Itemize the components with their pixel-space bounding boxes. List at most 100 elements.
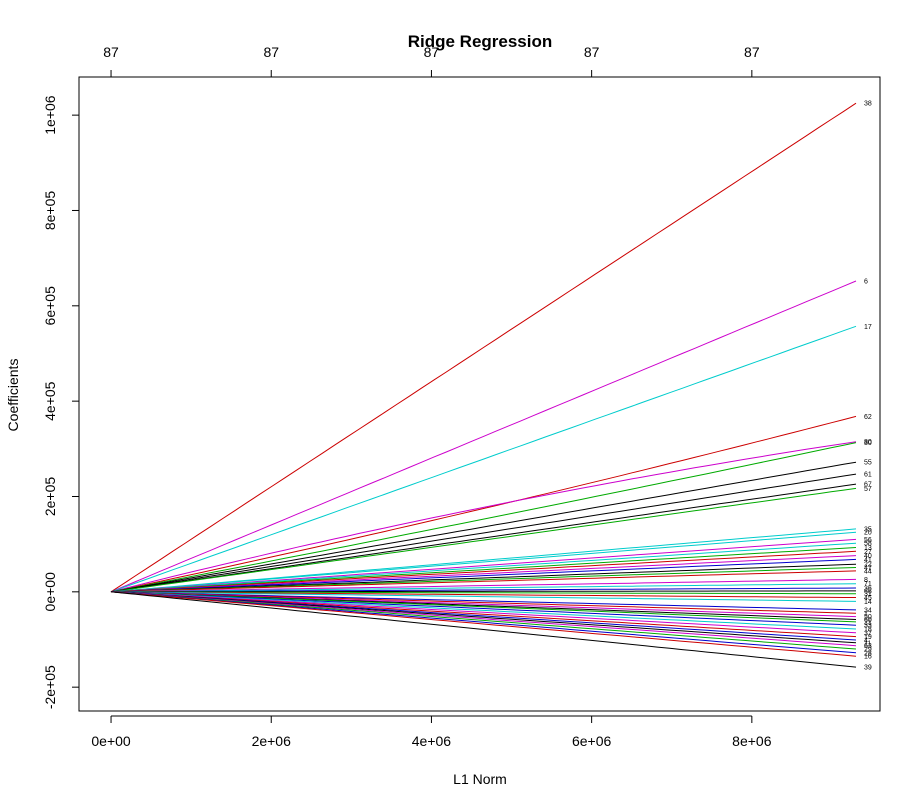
coefficient-label-33: 33: [864, 623, 872, 630]
coefficient-path-34: [110, 591, 857, 611]
coefficient-label-66: 66: [864, 588, 872, 595]
coefficient-path-44: [110, 570, 857, 593]
coefficient-label-37: 37: [864, 630, 872, 637]
coefficient-label-44: 44: [864, 568, 872, 575]
coefficient-path-21: [110, 591, 857, 623]
y-tick-label: -2e+05: [42, 665, 58, 709]
coefficient-label-17: 17: [864, 324, 872, 331]
coefficient-path-18: [110, 591, 857, 630]
coefficient-path-16: [110, 591, 857, 657]
coefficient-path-27: [110, 550, 857, 593]
coefficient-label-58: 58: [864, 541, 872, 548]
x-axis-title: L1 Norm: [453, 771, 507, 787]
top-tick-label: 87: [103, 44, 119, 60]
coefficient-path-35: [110, 528, 857, 593]
coefficient-path-63: [110, 591, 857, 647]
y-tick-label: 2e+05: [42, 477, 58, 517]
chart-title: Ridge Regression: [408, 32, 553, 51]
x-tick-label: 8e+06: [732, 733, 772, 749]
y-tick-label: 1e+06: [42, 95, 58, 135]
top-tick-label: 87: [424, 44, 440, 60]
top-tick-label: 87: [744, 44, 760, 60]
coefficient-path-37: [110, 591, 857, 634]
coefficient-label-56: 56: [864, 537, 872, 544]
coefficient-path-31: [110, 591, 856, 595]
coefficient-label-22: 22: [864, 562, 872, 569]
coefficient-label-11: 11: [864, 640, 871, 647]
coefficient-label-38: 38: [864, 101, 872, 108]
coefficient-label-80: 80: [864, 439, 872, 446]
coefficient-labels: 3861762803055616757352056581327404122474…: [864, 101, 872, 672]
coefficient-path-1: [110, 591, 857, 614]
coefficient-label-35: 35: [864, 526, 872, 533]
coefficient-label-55: 55: [864, 460, 872, 467]
coefficient-label-18: 18: [864, 627, 872, 634]
coefficient-path-39: [110, 591, 857, 668]
coefficient-label-21: 21: [864, 619, 872, 626]
coefficient-label-13: 13: [864, 545, 872, 552]
coefficient-label-8: 8: [864, 577, 868, 584]
coefficient-label-14: 14: [864, 599, 872, 606]
coefficient-label-50: 50: [864, 614, 872, 621]
coefficient-label-40: 40: [864, 553, 872, 560]
coefficient-path-61: [110, 473, 857, 593]
coefficient-path-71: [110, 583, 857, 593]
coefficient-label-27: 27: [864, 549, 872, 556]
coefficient-label-6: 6: [864, 279, 868, 286]
coefficient-label-45: 45: [864, 595, 872, 602]
coefficient-path-17: [110, 325, 857, 593]
x-tick-label: 0e+00: [91, 733, 131, 749]
x-tick-label: 2e+06: [252, 733, 292, 749]
coefficient-path-67: [110, 483, 857, 593]
coefficient-path-28: [110, 591, 857, 654]
y-tick-label: 4e+05: [42, 381, 58, 421]
coefficient-path-8: [110, 578, 857, 593]
coefficient-label-31: 31: [864, 591, 872, 598]
coefficient-label-62: 62: [864, 414, 872, 421]
coefficient-path-58: [110, 542, 857, 593]
coefficient-label-16: 16: [864, 654, 872, 661]
coefficient-path-40: [110, 555, 857, 593]
coefficient-label-63: 63: [864, 643, 872, 650]
coefficient-path-29: [110, 591, 857, 650]
coefficient-path-45: [110, 591, 856, 598]
coefficient-label-57: 57: [864, 486, 872, 493]
coefficient-label-34: 34: [864, 607, 872, 614]
coefficient-label-20: 20: [864, 530, 872, 537]
coefficient-label-60: 60: [864, 617, 872, 624]
coefficient-path-33: [110, 591, 857, 626]
coefficient-path-20: [110, 531, 857, 593]
coefficient-label-36: 36: [864, 586, 872, 593]
x-tick-label: 6e+06: [572, 733, 612, 749]
coefficient-path-19: [110, 591, 857, 638]
coefficient-path-38: [110, 102, 857, 593]
top-tick-label: 87: [584, 44, 600, 60]
coefficient-label-1: 1: [864, 611, 868, 618]
y-axis-title: Coefficients: [5, 359, 21, 432]
top-tick-label: 87: [263, 44, 279, 60]
coefficient-label-41: 41: [864, 557, 872, 564]
coefficient-path-22: [110, 563, 857, 593]
coefficient-label-28: 28: [864, 650, 872, 657]
coefficient-path-14: [110, 591, 857, 602]
y-tick-label: 8e+05: [42, 191, 58, 231]
y-tick-label: 0e+00: [42, 572, 58, 612]
y-tick-label: 6e+05: [42, 286, 58, 326]
coefficient-path-62: [110, 415, 857, 593]
coefficient-path-30: [110, 442, 857, 593]
coefficient-paths: [110, 102, 857, 668]
coefficient-path-13: [110, 547, 857, 593]
axes: 0e+00 2e+06 4e+06 6e+06 8e+06 87 87 87 87 87 -2e+0…: [42, 44, 772, 749]
coefficient-label-71: 71: [864, 581, 872, 588]
coefficient-label-29: 29: [864, 647, 872, 654]
coefficient-path-56: [110, 538, 857, 593]
coefficient-label-30: 30: [864, 440, 872, 447]
coefficient-path-80: [110, 441, 857, 593]
coefficient-label-67: 67: [864, 482, 872, 489]
coefficient-path-55: [110, 461, 857, 593]
x-tick-label: 4e+06: [412, 733, 452, 749]
coefficient-path-6: [110, 280, 857, 593]
coefficient-path-57: [110, 487, 857, 593]
coefficient-label-47: 47: [864, 565, 872, 572]
